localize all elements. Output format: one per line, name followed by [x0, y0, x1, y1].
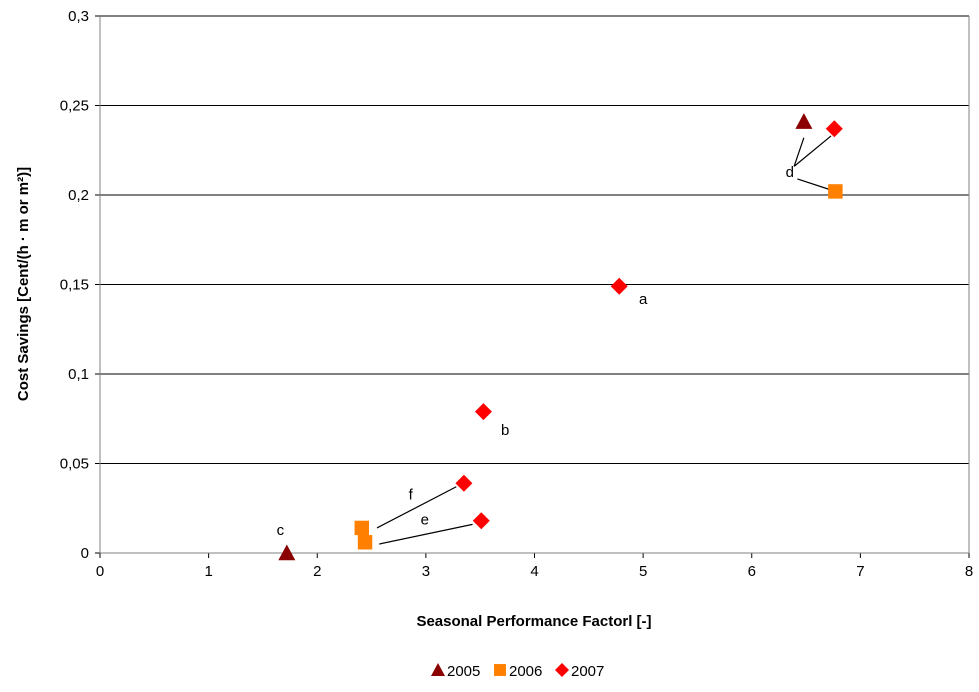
x-tick-label: 1: [204, 563, 212, 580]
legend-marker-2007: [555, 663, 569, 677]
x-tick-label: 3: [422, 563, 430, 580]
x-tick-label: 2: [313, 563, 321, 580]
point-2007: [474, 403, 492, 421]
annotation-leader-line: [797, 178, 831, 191]
data-points: [278, 113, 843, 561]
y-tick-label: 0,05: [60, 456, 89, 473]
point-annotations: a b c d ef: [277, 164, 794, 539]
legend-label-2006: 2006: [509, 663, 542, 680]
x-axis-title: Seasonal Performance Factorl [-]: [416, 613, 651, 630]
x-tick-label: 8: [965, 563, 973, 580]
point-2006: [828, 184, 843, 199]
x-tick-label: 0: [96, 563, 104, 580]
legend-label-2005: 2005: [447, 663, 480, 680]
annotation-leader-line: [793, 137, 805, 167]
point-2007: [455, 474, 473, 492]
point-2006: [357, 535, 373, 550]
y-tick-label: 0,25: [60, 98, 89, 115]
x-tick-label: 7: [856, 563, 864, 580]
axes: [95, 15, 970, 558]
annotation-leader-line: [376, 486, 457, 529]
legend-marker-2005: [431, 663, 445, 676]
y-tick-label: 0: [81, 545, 89, 562]
y-tick-label: 0,3: [68, 8, 89, 25]
point-2007: [472, 512, 490, 530]
y-tick-label: 0,2: [68, 187, 89, 204]
tick-labels: 0 0,05 0,1 0,15 0,2 0,25 0,3 0 1 2 3 4 5 6 7 8: [60, 8, 973, 580]
point-2005: [795, 113, 813, 129]
point-2007: [825, 120, 843, 138]
annotation-label-b: b: [501, 422, 509, 439]
annotation-leader-line: [793, 135, 832, 167]
grid-lines: [100, 15, 969, 464]
point-2006: [354, 520, 370, 536]
point-2007: [610, 277, 628, 295]
legend: 2005 2006 2007: [431, 663, 604, 680]
annotation-leader-lines: [376, 135, 832, 545]
legend-marker-2006: [494, 664, 506, 676]
x-tick-label: 5: [639, 563, 647, 580]
annotation-label-c: c: [277, 522, 285, 539]
y-axis-title: Cost Savings [Cent/(h · m or m²)]: [15, 167, 32, 401]
x-tick-label: 6: [748, 563, 756, 580]
annotation-label-d: d: [786, 164, 794, 181]
y-tick-label: 0,1: [68, 366, 89, 383]
annotation-label-a: a: [639, 291, 648, 308]
legend-label-2007: 2007: [571, 663, 604, 680]
annotation-leader-line: [379, 523, 473, 545]
x-tick-label: 4: [530, 563, 538, 580]
y-tick-label: 0,15: [60, 277, 89, 294]
annotation-label-e: e: [421, 511, 429, 528]
annotation-label-f: f: [409, 486, 414, 503]
point-2005: [278, 544, 296, 561]
